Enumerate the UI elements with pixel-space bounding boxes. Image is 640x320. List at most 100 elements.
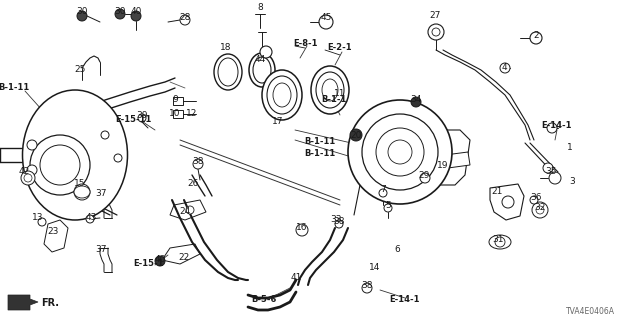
Circle shape bbox=[530, 196, 538, 204]
Text: 25: 25 bbox=[74, 66, 86, 75]
Text: 42: 42 bbox=[19, 167, 29, 177]
Text: 37: 37 bbox=[95, 189, 107, 198]
Circle shape bbox=[193, 159, 203, 169]
Text: 39: 39 bbox=[136, 111, 148, 121]
Ellipse shape bbox=[267, 76, 297, 114]
Circle shape bbox=[384, 204, 392, 212]
Text: E-15-1: E-15-1 bbox=[132, 259, 163, 268]
Text: 7: 7 bbox=[380, 186, 386, 195]
Circle shape bbox=[27, 165, 37, 175]
Circle shape bbox=[115, 9, 125, 19]
Text: 41: 41 bbox=[291, 274, 301, 283]
Ellipse shape bbox=[311, 66, 349, 114]
Polygon shape bbox=[162, 244, 200, 264]
Circle shape bbox=[532, 202, 548, 218]
Circle shape bbox=[114, 154, 122, 162]
Text: 10: 10 bbox=[169, 108, 180, 117]
Text: 19: 19 bbox=[437, 161, 449, 170]
Circle shape bbox=[495, 237, 505, 247]
Circle shape bbox=[86, 215, 94, 223]
Circle shape bbox=[379, 189, 387, 197]
Text: 44: 44 bbox=[254, 55, 266, 65]
Ellipse shape bbox=[218, 58, 238, 86]
Ellipse shape bbox=[322, 79, 338, 101]
Text: B-1-11: B-1-11 bbox=[305, 138, 335, 147]
Text: FR.: FR. bbox=[41, 298, 59, 308]
Text: 34: 34 bbox=[410, 95, 422, 105]
Polygon shape bbox=[445, 152, 470, 168]
Text: E-14-1: E-14-1 bbox=[390, 294, 420, 303]
Circle shape bbox=[186, 206, 194, 214]
Circle shape bbox=[348, 100, 452, 204]
Text: 37: 37 bbox=[95, 244, 107, 253]
Text: 28: 28 bbox=[179, 13, 191, 22]
Text: E-15-11: E-15-11 bbox=[115, 116, 151, 124]
Text: E-14-1: E-14-1 bbox=[541, 122, 572, 131]
Text: 13: 13 bbox=[32, 213, 44, 222]
Text: 9: 9 bbox=[172, 95, 178, 105]
Circle shape bbox=[101, 131, 109, 139]
Circle shape bbox=[319, 15, 333, 29]
Ellipse shape bbox=[489, 235, 511, 249]
Text: 26: 26 bbox=[188, 180, 198, 188]
Circle shape bbox=[362, 114, 438, 190]
Circle shape bbox=[388, 140, 412, 164]
Circle shape bbox=[420, 173, 430, 183]
Ellipse shape bbox=[262, 70, 302, 120]
Circle shape bbox=[40, 145, 80, 185]
Text: 21: 21 bbox=[492, 188, 502, 196]
Circle shape bbox=[77, 11, 87, 21]
Text: 24: 24 bbox=[179, 207, 191, 217]
Circle shape bbox=[536, 206, 544, 214]
Ellipse shape bbox=[273, 83, 291, 107]
Text: 6: 6 bbox=[394, 244, 400, 253]
Text: 20: 20 bbox=[350, 131, 362, 140]
Text: 31: 31 bbox=[492, 236, 504, 244]
Circle shape bbox=[432, 28, 440, 36]
Text: 3: 3 bbox=[569, 178, 575, 187]
Circle shape bbox=[350, 129, 362, 141]
Circle shape bbox=[296, 224, 308, 236]
Text: 36: 36 bbox=[531, 194, 541, 203]
Text: 38: 38 bbox=[192, 157, 204, 166]
Text: 1: 1 bbox=[567, 143, 573, 153]
Text: B-1-11: B-1-11 bbox=[0, 84, 29, 92]
Polygon shape bbox=[44, 220, 68, 252]
Ellipse shape bbox=[249, 53, 275, 87]
Circle shape bbox=[260, 46, 272, 58]
Circle shape bbox=[549, 172, 561, 184]
Text: 30: 30 bbox=[115, 7, 125, 17]
Text: 38: 38 bbox=[361, 281, 372, 290]
Text: 16: 16 bbox=[296, 223, 308, 233]
Text: 35: 35 bbox=[545, 167, 557, 177]
Text: 32: 32 bbox=[534, 204, 546, 212]
Circle shape bbox=[180, 15, 190, 25]
Text: 8: 8 bbox=[257, 4, 263, 12]
Circle shape bbox=[74, 184, 90, 200]
Ellipse shape bbox=[74, 186, 90, 198]
Polygon shape bbox=[173, 110, 183, 118]
Circle shape bbox=[376, 128, 424, 176]
Circle shape bbox=[38, 218, 46, 226]
Text: 12: 12 bbox=[186, 109, 198, 118]
Text: 45: 45 bbox=[320, 13, 332, 22]
Text: 43: 43 bbox=[85, 212, 97, 221]
Text: 5: 5 bbox=[385, 201, 391, 210]
Ellipse shape bbox=[22, 90, 127, 220]
Circle shape bbox=[530, 32, 542, 44]
Circle shape bbox=[500, 63, 510, 73]
Circle shape bbox=[131, 11, 141, 21]
Text: 33: 33 bbox=[330, 215, 342, 225]
Circle shape bbox=[428, 24, 444, 40]
Circle shape bbox=[24, 174, 32, 182]
Text: 4: 4 bbox=[501, 62, 507, 71]
Ellipse shape bbox=[214, 54, 242, 90]
Text: B-5-6: B-5-6 bbox=[252, 294, 276, 303]
Text: 27: 27 bbox=[429, 12, 441, 20]
Circle shape bbox=[138, 114, 146, 122]
Circle shape bbox=[543, 163, 553, 173]
Circle shape bbox=[362, 283, 372, 293]
Text: 30: 30 bbox=[76, 7, 88, 17]
Text: 38: 38 bbox=[333, 217, 345, 226]
Text: 17: 17 bbox=[272, 117, 284, 126]
